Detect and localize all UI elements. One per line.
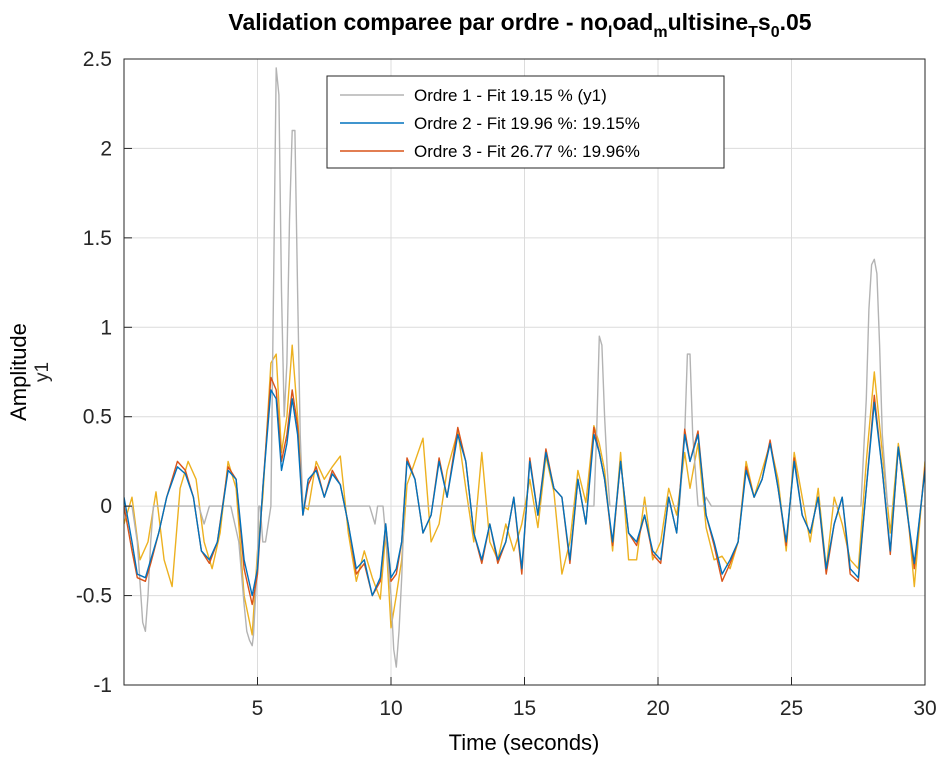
- series-line-1: [124, 67, 925, 668]
- x-axis-ticks: 5 10 15 20 25 30: [252, 677, 937, 720]
- legend-label-3: Ordre 3 - Fit 26.77 %: 19.96%: [414, 142, 640, 161]
- x-tick-label: 5: [252, 697, 264, 720]
- series-layer: [124, 67, 925, 668]
- x-tick-label: 20: [646, 697, 669, 720]
- x-tick-label: 10: [379, 697, 402, 720]
- y-tick-label: 1.5: [83, 227, 112, 250]
- x-tick-label: 30: [913, 697, 936, 720]
- legend-box: [326, 75, 725, 169]
- legend-label-1: Ordre 1 - Fit 19.15 % (y1): [414, 86, 607, 105]
- y-tick-label: 1: [100, 316, 112, 339]
- x-tick-label: 25: [780, 697, 803, 720]
- y-axis-ticks: -1 -0.5 0 0.5 1 1.5 2 2.5: [76, 48, 132, 697]
- y-tick-label: 0: [100, 495, 112, 518]
- y-tick-label: -0.5: [76, 585, 112, 608]
- legend-label-2: Ordre 2 - Fit 19.96 %: 19.15%: [414, 114, 640, 133]
- y-tick-label: 2.5: [83, 48, 112, 71]
- y-tick-label: 0.5: [83, 406, 112, 429]
- y-tick-label: -1: [93, 674, 112, 697]
- x-tick-label: 15: [513, 697, 536, 720]
- legend: Ordre 1 - Fit 19.15 % (y1) Ordre 2 - Fit …: [326, 75, 725, 169]
- series-line-2: [124, 389, 925, 597]
- x-axis-label: Time (seconds): [449, 730, 600, 755]
- y-axis-label: Amplitude: [6, 323, 31, 421]
- y-axis-sublabel: y1: [32, 362, 53, 382]
- y-tick-label: 2: [100, 137, 112, 160]
- chart-title: Validation comparee par ordre - noloadmu…: [228, 9, 811, 41]
